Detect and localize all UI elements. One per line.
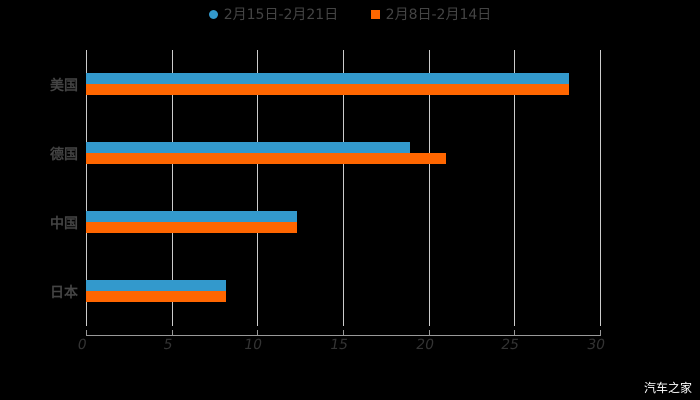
- chart-legend: 2月15日-2月21日 2月8日-2月14日: [0, 4, 700, 24]
- bar[interactable]: [86, 153, 446, 164]
- x-tick-label: 5: [161, 337, 174, 353]
- gridline: [600, 50, 601, 326]
- x-tick-label: 10: [243, 337, 264, 353]
- y-category-label: 中国: [50, 216, 78, 232]
- x-tick: [343, 330, 344, 336]
- x-axis-line: [86, 335, 600, 336]
- gridline: [171, 50, 173, 326]
- gridline: [343, 50, 344, 326]
- legend-square-icon: [370, 9, 380, 19]
- y-category-label: 日本: [50, 285, 78, 301]
- legend-dot-icon: [208, 9, 218, 19]
- y-category-label: 美国: [50, 78, 78, 94]
- bar[interactable]: [86, 211, 297, 222]
- x-tick: [257, 330, 259, 336]
- bar[interactable]: [86, 291, 227, 302]
- legend-label: 2月15日-2月21日: [223, 7, 339, 23]
- legend-item-series-1[interactable]: 2月15日-2月21日: [208, 4, 339, 24]
- gridline: [428, 50, 430, 326]
- x-tick: [171, 330, 173, 336]
- x-tick-label: 15: [328, 337, 350, 353]
- y-category-label: 德国: [50, 147, 78, 163]
- bar[interactable]: [86, 84, 570, 95]
- x-tick: [514, 330, 516, 336]
- gridline: [514, 50, 516, 326]
- x-tick: [86, 330, 87, 336]
- x-tick-label: 20: [414, 337, 435, 353]
- gridline: [86, 50, 87, 326]
- bar[interactable]: [86, 280, 227, 291]
- bar[interactable]: [86, 73, 570, 84]
- x-tick: [428, 330, 430, 336]
- bar[interactable]: [86, 142, 410, 153]
- x-tick-label: 30: [585, 337, 607, 353]
- x-tick-label: 25: [500, 337, 521, 353]
- x-tick: [600, 330, 601, 336]
- bar[interactable]: [86, 222, 297, 233]
- gridline: [257, 50, 259, 326]
- legend-item-series-2[interactable]: 2月8日-2月14日: [370, 4, 492, 24]
- x-tick-label: 0: [76, 337, 88, 353]
- legend-label: 2月8日-2月14日: [385, 7, 492, 23]
- watermark: 汽车之家: [643, 381, 692, 395]
